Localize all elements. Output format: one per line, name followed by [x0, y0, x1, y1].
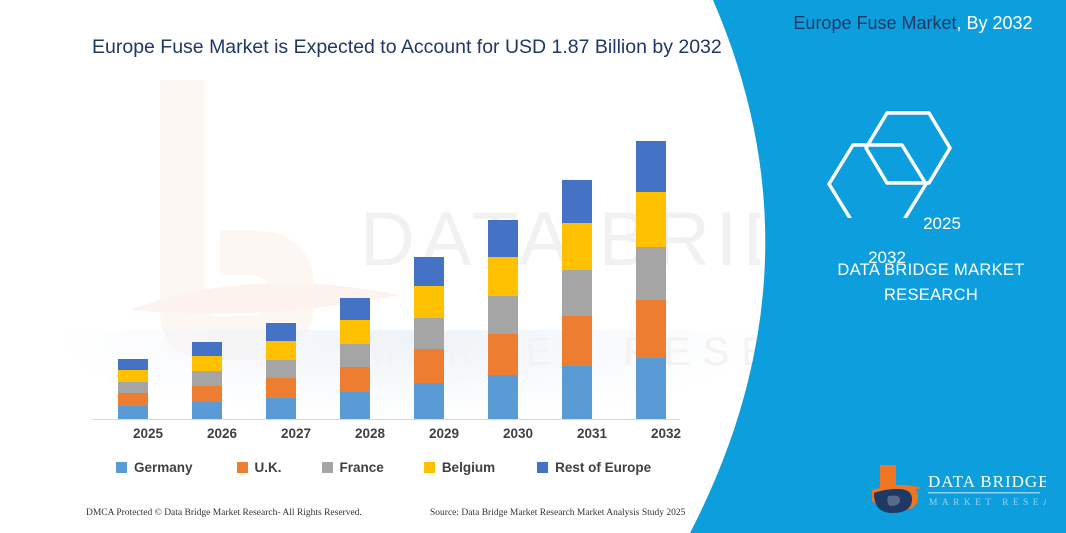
bar-segment-germany-2026[interactable] [192, 402, 222, 419]
footer-source-text: Source: Data Bridge Market Research Mark… [430, 508, 686, 518]
legend-label-france: France [339, 459, 384, 475]
bar-2029[interactable] [414, 257, 444, 419]
bar-2027[interactable] [266, 323, 296, 419]
bar-segment-belgium-2028[interactable] [340, 320, 370, 344]
legend-item-france[interactable]: France [321, 459, 384, 475]
chart-plot-area [92, 126, 680, 420]
bar-segment-u-k-2028[interactable] [340, 367, 370, 392]
bar-segment-rest-of-europe-2032[interactable] [636, 141, 666, 192]
bar-segment-belgium-2025[interactable] [118, 370, 148, 382]
legend-swatch-germany [116, 461, 127, 473]
bar-2031[interactable] [562, 180, 592, 419]
x-axis-label-2029: 2029 [428, 426, 460, 441]
chart-x-axis-labels: 2025 2026 2027 2028 2029 2030 2031 2032 [92, 426, 681, 446]
bar-segment-rest-of-europe-2030[interactable] [488, 220, 518, 257]
bar-2030[interactable] [488, 220, 518, 419]
hexagon-2025-label: 2025 [923, 214, 961, 233]
bar-segment-france-2031[interactable] [562, 270, 592, 316]
legend-item-u-k[interactable]: U.K. [236, 459, 282, 475]
x-axis-label-2026: 2026 [206, 426, 238, 441]
panel-brand-line-2: RESEARCH [883, 286, 979, 304]
footer-dmca-text: DMCA Protected © Data Bridge Market Rese… [86, 508, 362, 518]
bar-segment-u-k-2032[interactable] [636, 300, 666, 358]
bar-segment-u-k-2030[interactable] [488, 334, 518, 375]
bar-segment-belgium-2029[interactable] [414, 286, 444, 318]
hexagon-2025-icon [864, 111, 952, 185]
hexagon-badges: 2025 2032 [820, 88, 1020, 267]
bar-segment-u-k-2025[interactable] [118, 393, 148, 406]
bar-segment-rest-of-europe-2029[interactable] [414, 257, 444, 286]
bar-segment-belgium-2031[interactable] [562, 223, 592, 270]
panel-title-dark: Europe Fuse Market [793, 13, 957, 33]
legend-item-belgium[interactable]: Belgium [423, 459, 496, 475]
bar-segment-france-2028[interactable] [340, 344, 370, 367]
bar-segment-germany-2027[interactable] [266, 398, 296, 419]
x-axis-label-2027: 2027 [280, 426, 312, 441]
panel-brand-line-1: DATA BRIDGE MARKET [837, 261, 1025, 279]
bar-segment-germany-2028[interactable] [340, 392, 370, 419]
logo-text-line-2: MARKET RESEARCH [929, 498, 1046, 508]
bar-segment-belgium-2026[interactable] [192, 356, 222, 371]
legend-label-germany: Germany [134, 459, 193, 475]
x-axis-label-2030: 2030 [502, 426, 534, 441]
bar-2032[interactable] [636, 141, 666, 419]
bar-2028[interactable] [340, 298, 370, 419]
x-axis-label-2028: 2028 [354, 426, 386, 441]
bar-segment-u-k-2026[interactable] [192, 386, 222, 402]
legend-swatch-rest-of-europe [537, 461, 549, 473]
x-axis-label-2032: 2032 [650, 426, 682, 441]
legend-swatch-u-k [236, 461, 248, 473]
logo-mark-icon: DATA BRIDGE MARKET RESEARCH [872, 465, 1066, 513]
bar-segment-france-2026[interactable] [192, 371, 222, 386]
legend-swatch-belgium [423, 461, 435, 473]
bar-segment-rest-of-europe-2026[interactable] [192, 342, 222, 356]
data-bridge-logo: DATA BRIDGE MARKET RESEARCH [866, 463, 1066, 515]
bar-segment-germany-2030[interactable] [488, 375, 518, 419]
stacked-bar-chart [92, 120, 680, 420]
legend-swatch-france [321, 461, 333, 473]
bar-segment-u-k-2027[interactable] [266, 378, 296, 398]
panel-title-light: , By 2032 [956, 13, 1033, 33]
bar-segment-belgium-2030[interactable] [488, 257, 518, 296]
x-axis-label-2031: 2031 [576, 426, 608, 441]
bar-segment-rest-of-europe-2031[interactable] [562, 180, 592, 223]
panel-title: Europe Fuse Market, By 2032 [770, 13, 1056, 34]
legend-item-rest-of-europe[interactable]: Rest of Europe [537, 460, 651, 475]
watermark-logo-icon [130, 80, 400, 360]
x-axis-label-2025: 2025 [132, 426, 164, 441]
legend-label-u-k: U.K. [254, 459, 282, 475]
legend-label-rest-of-europe: Rest of Europe [555, 459, 652, 475]
bar-segment-germany-2032[interactable] [636, 358, 666, 419]
bar-segment-u-k-2029[interactable] [414, 349, 444, 383]
bar-segment-france-2027[interactable] [266, 360, 296, 378]
bar-segment-germany-2025[interactable] [118, 406, 148, 419]
bar-segment-france-2030[interactable] [488, 296, 518, 334]
bar-segment-rest-of-europe-2027[interactable] [266, 323, 296, 341]
page-title: Europe Fuse Market is Expected to Accoun… [92, 36, 722, 58]
bar-segment-france-2029[interactable] [414, 318, 444, 349]
chart-axis-line [92, 419, 680, 420]
bar-2026[interactable] [192, 342, 222, 419]
hexagon-outline-icons [827, 111, 952, 218]
bar-2025[interactable] [118, 359, 148, 419]
bar-segment-rest-of-europe-2025[interactable] [118, 359, 148, 370]
chart-legend: Germany U.K. France Belgium Rest of Europe [92, 456, 692, 478]
bar-segment-rest-of-europe-2028[interactable] [340, 298, 370, 320]
bar-segment-germany-2031[interactable] [562, 366, 592, 419]
legend-label-belgium: Belgium [441, 459, 496, 475]
bar-segment-u-k-2031[interactable] [562, 316, 592, 366]
bar-segment-france-2025[interactable] [118, 382, 148, 393]
bar-segment-germany-2029[interactable] [414, 383, 444, 419]
panel-brand-text: DATA BRIDGE MARKET RESEARCH [800, 258, 1062, 308]
bar-segment-france-2032[interactable] [636, 247, 666, 300]
bar-segment-belgium-2027[interactable] [266, 341, 296, 360]
logo-text-line-1: DATA BRIDGE [928, 472, 1046, 491]
bar-segment-belgium-2032[interactable] [636, 192, 666, 247]
legend-item-germany[interactable]: Germany [116, 460, 193, 475]
